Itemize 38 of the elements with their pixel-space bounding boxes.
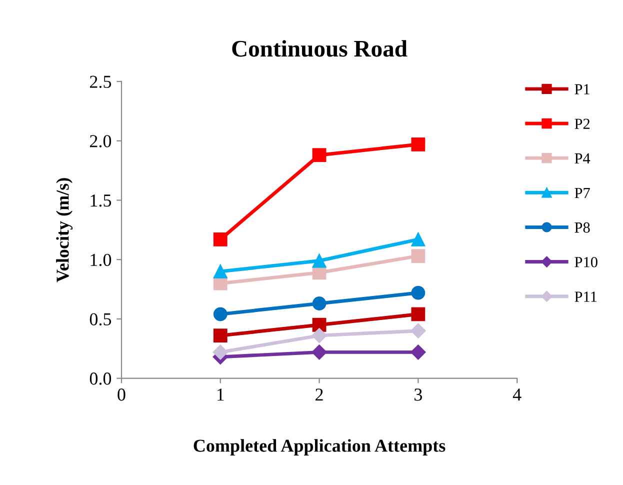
point — [411, 137, 426, 152]
x-axis-title: Completed Application Attempts — [194, 439, 446, 456]
point — [312, 328, 327, 344]
chart-title: Continuous Road — [232, 40, 408, 57]
y-tick-label: 1.5 — [90, 194, 112, 207]
point — [410, 344, 426, 360]
x-tick-label: 3 — [414, 388, 422, 401]
y-tick-label: 2.5 — [90, 76, 112, 88]
point — [411, 307, 426, 322]
point — [410, 323, 426, 338]
point — [213, 307, 228, 322]
point — [411, 286, 426, 300]
point — [312, 148, 326, 162]
x-tick-label: 2 — [316, 388, 323, 401]
y-tick-label: 2.0 — [90, 135, 112, 148]
point — [312, 254, 326, 268]
point — [411, 249, 426, 263]
point — [312, 296, 326, 310]
legend-label: P2 — [574, 118, 590, 129]
point — [411, 232, 426, 246]
x-tick-label: 1 — [217, 388, 224, 401]
x-tick-label: 0 — [118, 388, 126, 401]
point — [212, 344, 228, 360]
y-tick-label: 0.0 — [90, 372, 112, 385]
legend-label: P4 — [574, 153, 590, 164]
point — [213, 328, 228, 343]
legend-label: P11 — [574, 292, 597, 302]
legend-label: P7 — [574, 188, 590, 198]
legend-label: P1 — [574, 84, 590, 94]
x-tick-label: 4 — [512, 388, 522, 401]
point — [213, 264, 228, 278]
point — [312, 344, 327, 360]
legend-label: P8 — [574, 222, 590, 233]
y-axis-title: Velocity (m/s) — [56, 178, 73, 282]
y-tick-label: 0.5 — [90, 313, 112, 326]
y-tick-label: 1.0 — [90, 254, 112, 266]
point — [213, 232, 228, 246]
legend-label: P10 — [574, 256, 598, 268]
